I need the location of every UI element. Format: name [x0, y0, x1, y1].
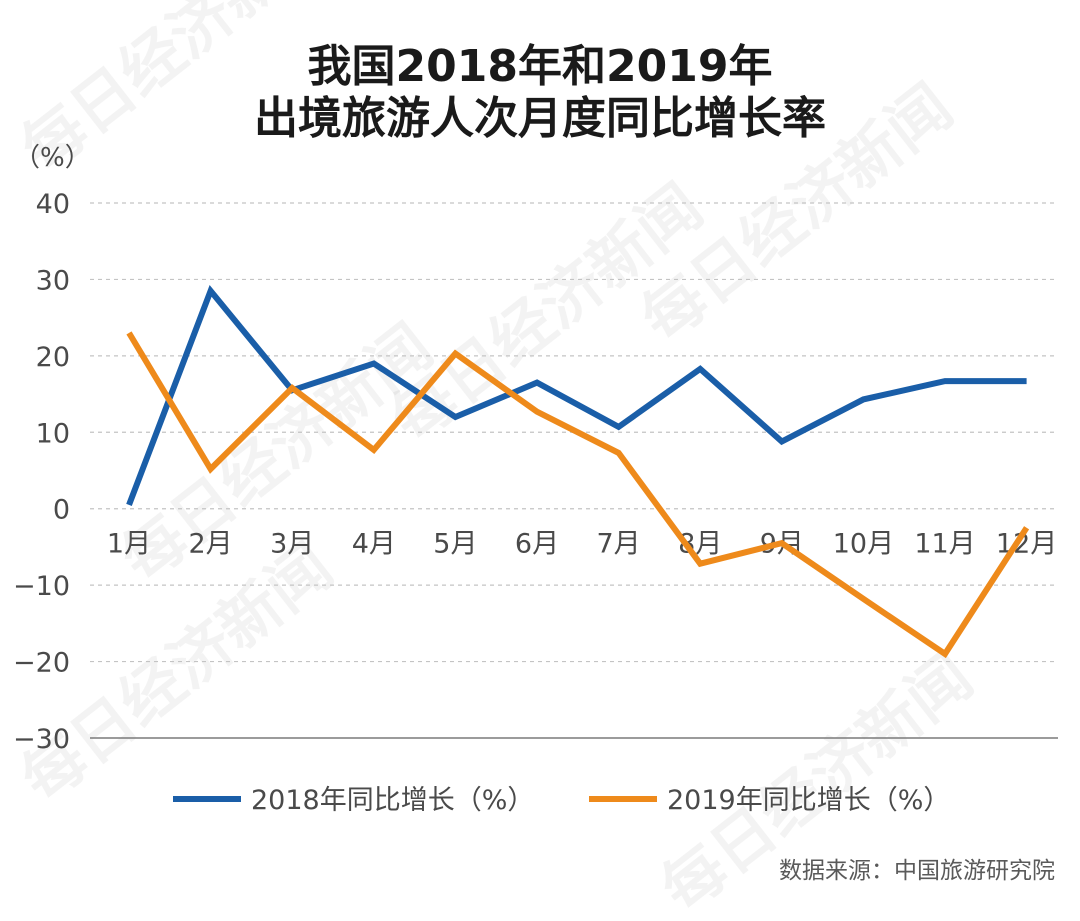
x-tick-label: 10月 — [833, 529, 894, 560]
y-tick-label: 30 — [36, 265, 70, 296]
x-tick-label: 2月 — [189, 529, 233, 560]
legend: 2018年同比增长（%） 2019年同比增长（%） — [173, 785, 950, 816]
y-tick-label: 20 — [36, 342, 70, 373]
legend-label-2018: 2018年同比增长（%） — [251, 785, 534, 816]
source-note: 数据来源：中国旅游研究院 — [779, 858, 1055, 884]
y-tick-label: 40 — [36, 189, 70, 220]
y-tick-label: 0 — [53, 495, 70, 526]
y-tick-label: 10 — [36, 418, 70, 449]
legend-label-2019: 2019年同比增长（%） — [667, 785, 950, 816]
series-line-2018 — [126, 285, 1027, 506]
x-tick-label: 12月 — [996, 529, 1057, 560]
x-axis-tick-labels: 1月 2月 3月 4月 5月 6月 7月 8月 9月 10月 11月 12月 — [107, 529, 1057, 560]
series-lines — [126, 285, 1030, 659]
x-tick-label: 1月 — [107, 529, 151, 560]
y-axis-unit-label: （%） — [14, 143, 91, 173]
x-tick-label: 5月 — [433, 529, 477, 560]
chart-title-line-1: 我国2018年和2019年 — [308, 41, 773, 92]
chart-title-line-2: 出境旅游人次月度同比增长率 — [254, 93, 826, 144]
x-tick-label: 3月 — [270, 529, 314, 560]
x-tick-label: 7月 — [597, 529, 641, 560]
y-tick-label: −30 — [13, 724, 70, 755]
x-tick-label: 6月 — [515, 529, 559, 560]
y-tick-label: −10 — [13, 571, 70, 602]
x-tick-label: 11月 — [914, 529, 975, 560]
y-axis-tick-labels: 40 30 20 10 0 −10 −20 −30 — [13, 189, 70, 755]
x-tick-label: 4月 — [352, 529, 396, 560]
series-line-2019 — [126, 331, 1030, 659]
y-tick-label: −20 — [13, 648, 70, 679]
